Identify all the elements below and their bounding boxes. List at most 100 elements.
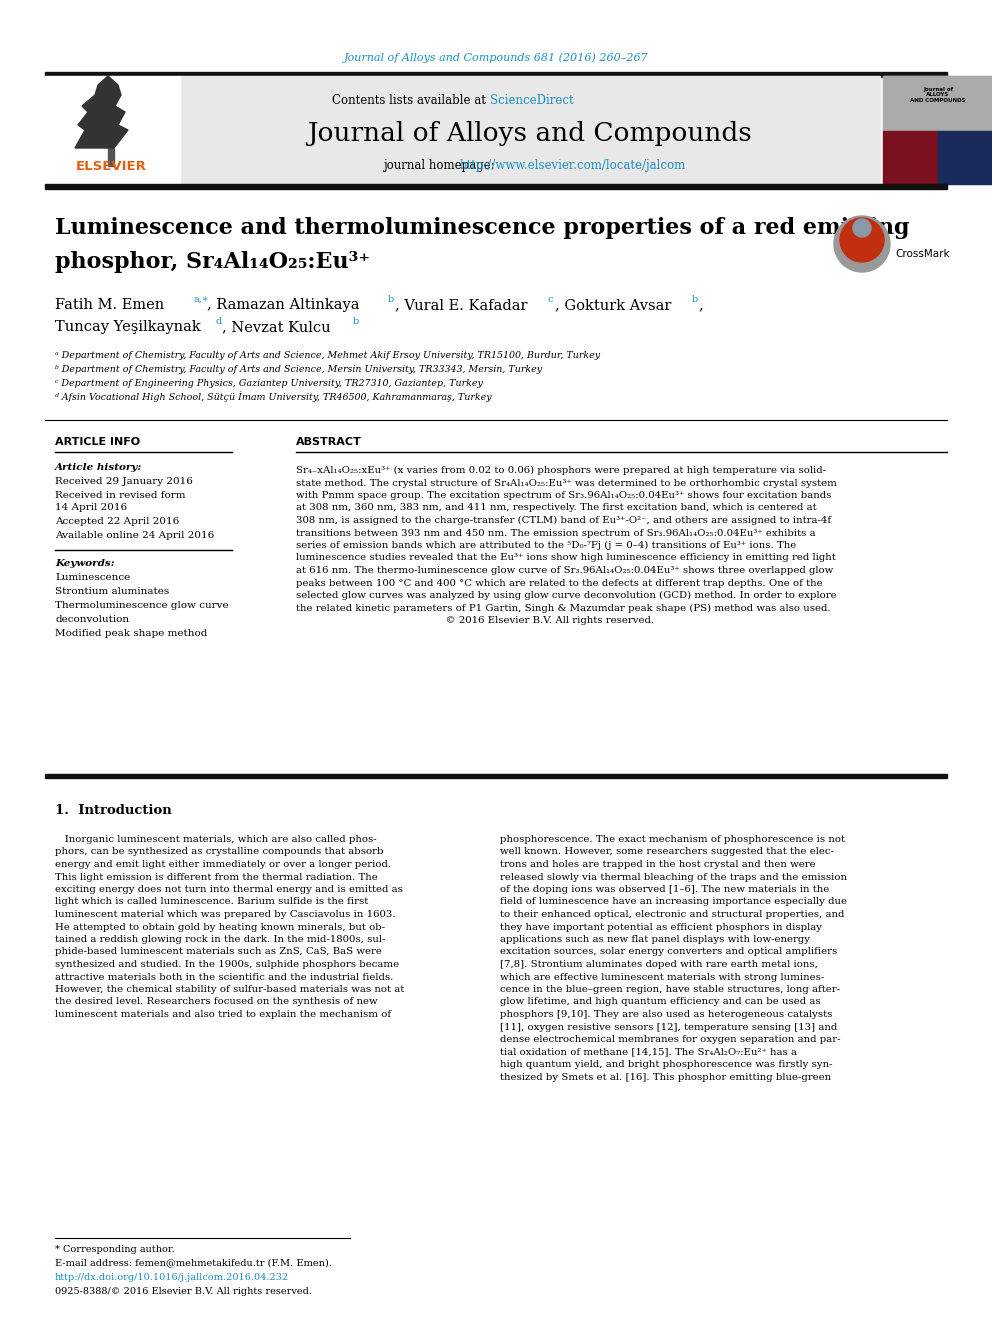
Text: , Ramazan Altinkaya: , Ramazan Altinkaya [207, 298, 359, 312]
Text: ᵈ Afsin Vocational High School, Sütçü İmam University, TR46500, Kahramanmaraş, T: ᵈ Afsin Vocational High School, Sütçü İm… [55, 392, 492, 402]
Text: high quantum yield, and bright phosphorescence was firstly syn-: high quantum yield, and bright phosphore… [500, 1060, 832, 1069]
Bar [883, 75, 992, 131]
Text: the related kinetic parameters of P1 Gartin, Singh & Mazumdar peak shape (PS) me: the related kinetic parameters of P1 Gar… [296, 603, 830, 613]
Text: well known. However, some researchers suggested that the elec-: well known. However, some researchers su… [500, 848, 834, 856]
Text: b: b [692, 295, 698, 303]
Text: Inorganic luminescent materials, which are also called phos-: Inorganic luminescent materials, which a… [55, 835, 377, 844]
Text: However, the chemical stability of sulfur-based materials was not at: However, the chemical stability of sulfu… [55, 986, 405, 994]
Text: Modified peak shape method: Modified peak shape method [55, 630, 207, 639]
Text: phors, can be synthesized as crystalline compounds that absorb: phors, can be synthesized as crystalline… [55, 848, 384, 856]
Text: to their enhanced optical, electronic and structural properties, and: to their enhanced optical, electronic an… [500, 910, 844, 919]
Text: Fatih M. Emen: Fatih M. Emen [55, 298, 165, 312]
Text: luminescent materials and also tried to explain the mechanism of: luminescent materials and also tried to … [55, 1009, 391, 1019]
Text: trons and holes are trapped in the host crystal and then were: trons and holes are trapped in the host … [500, 860, 815, 869]
Circle shape [853, 220, 871, 237]
Text: , Nevzat Kulcu: , Nevzat Kulcu [222, 320, 330, 333]
Text: [11], oxygen resistive sensors [12], temperature sensing [13] and: [11], oxygen resistive sensors [12], tem… [500, 1023, 837, 1032]
Text: E-mail address: femen@mehmetakifedu.tr (F.M. Emen).: E-mail address: femen@mehmetakifedu.tr (… [55, 1258, 332, 1267]
Text: Received in revised form: Received in revised form [55, 492, 186, 500]
Text: Keywords:: Keywords: [55, 560, 115, 569]
Text: Thermoluminescence glow curve: Thermoluminescence glow curve [55, 602, 228, 610]
Text: selected glow curves was analyzed by using glow curve deconvolution (GCD) method: selected glow curves was analyzed by usi… [296, 591, 836, 601]
Text: phosphorescence. The exact mechanism of phosphorescence is not: phosphorescence. The exact mechanism of … [500, 835, 845, 844]
Text: tained a reddish glowing rock in the dark. In the mid-1800s, sul-: tained a reddish glowing rock in the dar… [55, 935, 385, 945]
Text: Tuncay Yeşilkaynak: Tuncay Yeşilkaynak [55, 320, 200, 333]
Text: ᵃ Department of Chemistry, Faculty of Arts and Science, Mehmet Akif Ersoy Univer: ᵃ Department of Chemistry, Faculty of Ar… [55, 351, 600, 360]
Text: with Pnmm space group. The excitation spectrum of Sr₃.96Al₁₄O₂₅:0.04Eu³⁺ shows f: with Pnmm space group. The excitation sp… [296, 491, 831, 500]
Text: glow lifetime, and high quantum efficiency and can be used as: glow lifetime, and high quantum efficien… [500, 998, 820, 1007]
Text: at 616 nm. The thermo-luminescence glow curve of Sr₃.96Al₁₄O₂₅:0.04Eu³⁺ shows th: at 616 nm. The thermo-luminescence glow … [296, 566, 833, 576]
Text: dense electrochemical membranes for oxygen separation and par-: dense electrochemical membranes for oxyg… [500, 1035, 840, 1044]
Text: ᶜ Department of Engineering Physics, Gaziantep University, TR27310, Gaziantep, T: ᶜ Department of Engineering Physics, Gaz… [55, 378, 483, 388]
Bar [108, 148, 114, 165]
Text: luminescent material which was prepared by Casciavolus in 1603.: luminescent material which was prepared … [55, 910, 396, 919]
Circle shape [840, 218, 884, 262]
Text: ScienceDirect: ScienceDirect [490, 94, 573, 106]
Text: ,: , [698, 298, 702, 312]
Text: c: c [548, 295, 554, 303]
Text: ABSTRACT: ABSTRACT [296, 437, 362, 447]
Text: © 2016 Elsevier B.V. All rights reserved.: © 2016 Elsevier B.V. All rights reserved… [296, 617, 654, 624]
Text: Luminescence and thermoluminescence properties of a red emitting: Luminescence and thermoluminescence prop… [55, 217, 910, 239]
Text: light which is called luminescence. Barium sulfide is the first: light which is called luminescence. Bari… [55, 897, 368, 906]
Bar [45, 184, 947, 189]
Bar [883, 131, 938, 184]
Text: journal homepage:: journal homepage: [383, 159, 499, 172]
Text: Journal of Alloys and Compounds: Journal of Alloys and Compounds [308, 120, 752, 146]
Text: series of emission bands which are attributed to the ⁵D₀-⁷Fj (j = 0–4) transitio: series of emission bands which are attri… [296, 541, 797, 550]
Text: 308 nm, is assigned to the charge-transfer (CTLM) band of Eu³⁺-O²⁻, and others a: 308 nm, is assigned to the charge-transf… [296, 516, 831, 525]
Text: Accepted 22 April 2016: Accepted 22 April 2016 [55, 517, 180, 527]
Text: http://www.elsevier.com/locate/jalcom: http://www.elsevier.com/locate/jalcom [460, 159, 686, 172]
Bar [180, 75, 880, 184]
Text: at 308 nm, 360 nm, 383 nm, and 411 nm, respectively. The first excitation band, : at 308 nm, 360 nm, 383 nm, and 411 nm, r… [296, 504, 816, 512]
Circle shape [834, 216, 890, 273]
Bar [938, 131, 992, 184]
Text: , Gokturk Avsar: , Gokturk Avsar [555, 298, 672, 312]
Text: 14 April 2016: 14 April 2016 [55, 504, 127, 512]
Text: state method. The crystal structure of Sr₄Al₁₄O₂₅:Eu³⁺ was determined to be orth: state method. The crystal structure of S… [296, 479, 837, 487]
Bar [45, 774, 947, 778]
Text: cence in the blue–green region, have stable structures, long after-: cence in the blue–green region, have sta… [500, 986, 840, 994]
Text: Strontium aluminates: Strontium aluminates [55, 587, 170, 597]
Text: http://dx.doi.org/10.1016/j.jallcom.2016.04.232: http://dx.doi.org/10.1016/j.jallcom.2016… [55, 1274, 290, 1282]
Text: luminescence studies revealed that the Eu³⁺ ions show high luminescence efficien: luminescence studies revealed that the E… [296, 553, 835, 562]
Text: synthesized and studied. In the 1900s, sulphide phosphors became: synthesized and studied. In the 1900s, s… [55, 960, 399, 968]
Text: ARTICLE INFO: ARTICLE INFO [55, 437, 140, 447]
Text: exciting energy does not turn into thermal energy and is emitted as: exciting energy does not turn into therm… [55, 885, 403, 894]
Text: 0925-8388/© 2016 Elsevier B.V. All rights reserved.: 0925-8388/© 2016 Elsevier B.V. All right… [55, 1287, 312, 1297]
Text: , Vural E. Kafadar: , Vural E. Kafadar [395, 298, 528, 312]
Text: which are effective luminescent materials with strong lumines-: which are effective luminescent material… [500, 972, 824, 982]
Bar [45, 75, 180, 184]
Text: a,∗: a,∗ [193, 295, 208, 303]
Text: attractive materials both in the scientific and the industrial fields.: attractive materials both in the scienti… [55, 972, 394, 982]
Text: Contents lists available at: Contents lists available at [332, 94, 490, 106]
Bar [45, 71, 947, 77]
Text: CrossMark: CrossMark [895, 249, 949, 259]
Text: of the doping ions was observed [1–6]. The new materials in the: of the doping ions was observed [1–6]. T… [500, 885, 829, 894]
Text: the desired level. Researchers focused on the synthesis of new: the desired level. Researchers focused o… [55, 998, 378, 1007]
Text: peaks between 100 °C and 400 °C which are related to the defects at different tr: peaks between 100 °C and 400 °C which ar… [296, 578, 822, 587]
Text: they have important potential as efficient phosphors in display: they have important potential as efficie… [500, 922, 822, 931]
Text: phosphor, Sr₄Al₁₄O₂₅:Eu³⁺: phosphor, Sr₄Al₁₄O₂₅:Eu³⁺ [55, 251, 370, 273]
Text: field of luminescence have an increasing importance especially due: field of luminescence have an increasing… [500, 897, 847, 906]
Text: phosphors [9,10]. They are also used as heterogeneous catalysts: phosphors [9,10]. They are also used as … [500, 1009, 832, 1019]
Bar [883, 75, 992, 184]
Text: transitions between 393 nm and 450 nm. The emission spectrum of Sr₃.96Al₁₄O₂₅:0.: transitions between 393 nm and 450 nm. T… [296, 528, 815, 537]
Text: excitation sources, solar energy converters and optical amplifiers: excitation sources, solar energy convert… [500, 947, 837, 957]
Text: ELSEVIER: ELSEVIER [75, 160, 147, 172]
Text: released slowly via thermal bleaching of the traps and the emission: released slowly via thermal bleaching of… [500, 872, 847, 881]
Text: phide-based luminescent materials such as ZnS, CaS, BaS were: phide-based luminescent materials such a… [55, 947, 382, 957]
Text: Sr₄₋xAl₁₄O₂₅:xEu³⁺ (x varies from 0.02 to 0.06) phosphors were prepared at high : Sr₄₋xAl₁₄O₂₅:xEu³⁺ (x varies from 0.02 t… [296, 466, 826, 475]
Text: Article history:: Article history: [55, 463, 142, 471]
Text: deconvolution: deconvolution [55, 615, 129, 624]
Text: He attempted to obtain gold by heating known minerals, but ob-: He attempted to obtain gold by heating k… [55, 922, 385, 931]
Text: Luminescence: Luminescence [55, 573, 130, 582]
Text: [7,8]. Strontium aluminates doped with rare earth metal ions,: [7,8]. Strontium aluminates doped with r… [500, 960, 817, 968]
Text: tial oxidation of methane [14,15]. The Sr₄Al₂O₇:Eu²⁺ has a: tial oxidation of methane [14,15]. The S… [500, 1048, 797, 1057]
Text: thesized by Smets et al. [16]. This phosphor emitting blue-green: thesized by Smets et al. [16]. This phos… [500, 1073, 831, 1081]
Text: b: b [388, 295, 394, 303]
Text: 1.  Introduction: 1. Introduction [55, 803, 172, 816]
Text: Received 29 January 2016: Received 29 January 2016 [55, 478, 192, 487]
Text: * Corresponding author.: * Corresponding author. [55, 1245, 175, 1254]
Polygon shape [75, 75, 128, 148]
